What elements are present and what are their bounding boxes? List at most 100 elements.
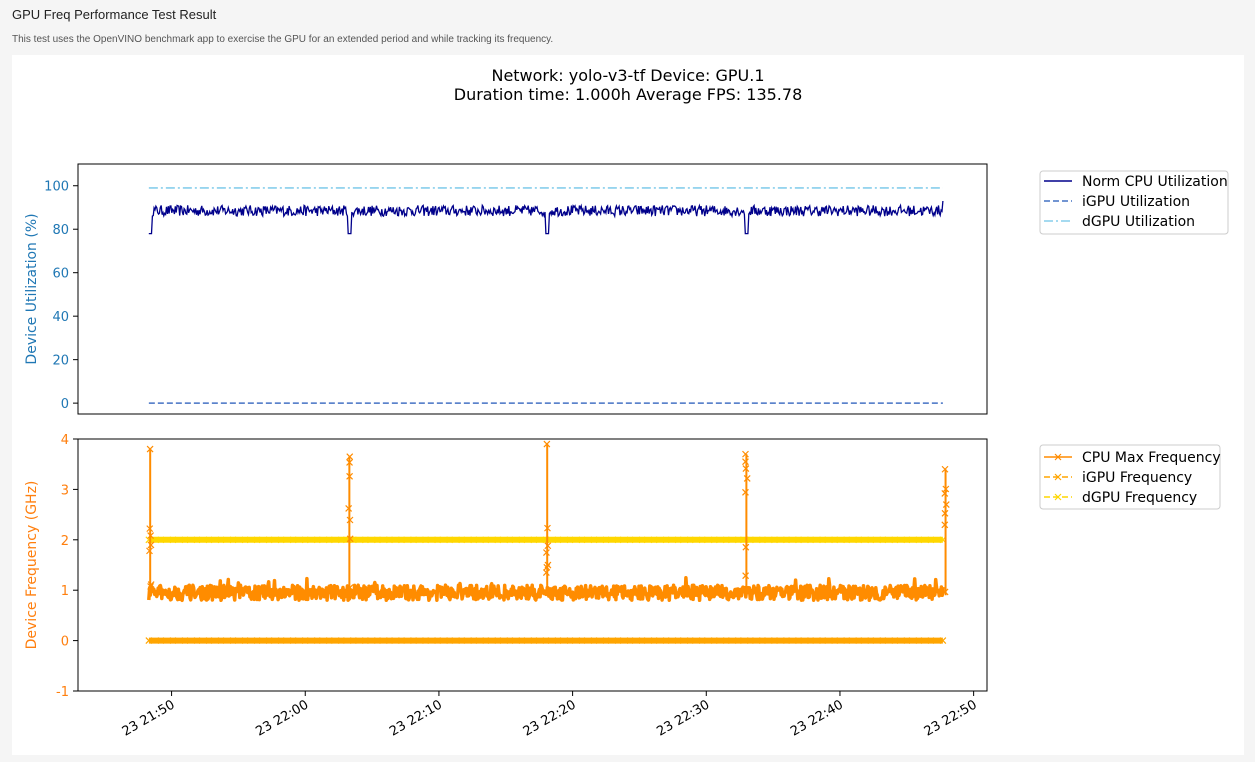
cpu-frequency-spike-marker [742, 543, 750, 551]
cpu-frequency-spike-marker [942, 485, 950, 493]
igpu-frequency-marker [458, 637, 466, 645]
cpu-frequency-spike-marker [146, 445, 154, 453]
igpu-frequency-marker [915, 637, 923, 645]
cpu-frequency-spike-marker [941, 588, 949, 596]
figure-panel: Network: yolo-v3-tf Device: GPU.1 Duratio… [12, 55, 1244, 755]
dgpu-frequency-marker [169, 536, 177, 544]
igpu-frequency-marker [566, 637, 574, 645]
xtick-label: 23 22:40 [788, 697, 846, 739]
igpu-frequency-marker [578, 637, 586, 645]
igpu-frequency-marker [253, 637, 261, 645]
igpu-frequency-marker [241, 637, 249, 645]
dgpu-frequency-marker [843, 536, 851, 544]
igpu-frequency-marker [662, 637, 670, 645]
igpu-frequency-marker [614, 637, 622, 645]
cpu-frequency-spike-marker [146, 547, 153, 555]
cpu-frequency-spike-marker [941, 521, 949, 529]
dgpu-frequency-marker [831, 536, 839, 544]
dgpu-frequency-marker [361, 536, 369, 544]
norm-cpu-utilization-line [148, 200, 944, 235]
cpu-frequency-spike-marker [147, 532, 155, 540]
dgpu-frequency-marker [795, 536, 802, 544]
cpu-frequency-spike-marker [346, 472, 354, 480]
cpu-frequency-spike-marker [147, 581, 155, 589]
dgpu-frequency-markers [145, 536, 947, 544]
igpu-frequency-marker [217, 637, 225, 645]
dgpu-frequency-marker [614, 536, 622, 544]
igpu-frequency-marker [313, 637, 321, 645]
igpu-frequency-marker [229, 637, 237, 645]
dgpu-frequency-marker [253, 536, 261, 544]
dgpu-frequency-marker [771, 536, 778, 544]
igpu-frequency-marker [674, 637, 682, 645]
dgpu-frequency-marker [879, 536, 887, 544]
dgpu-frequency-marker [398, 536, 405, 544]
igpu-frequency-marker [710, 637, 718, 645]
igpu-frequency-marker [265, 637, 273, 645]
bottom-ytick-label: 4 [61, 433, 69, 448]
igpu-frequency-marker [590, 637, 598, 645]
dgpu-frequency-marker [289, 536, 297, 544]
dgpu-frequency-marker [422, 536, 429, 544]
cpu-frequency-spike-marker [543, 549, 550, 556]
dgpu-frequency-marker [698, 536, 706, 544]
igpu-frequency-marker [722, 637, 730, 645]
igpu-frequency-marker [638, 637, 646, 645]
igpu-frequency-marker [542, 637, 550, 645]
igpu-frequency-marker [277, 637, 285, 645]
igpu-frequency-marker [301, 637, 309, 645]
top-ytick-label: 20 [52, 354, 69, 369]
dgpu-frequency-marker [566, 536, 574, 544]
top-ytick-label: 0 [61, 397, 69, 412]
igpu-frequency-marker [771, 637, 778, 645]
dgpu-frequency-marker [626, 536, 634, 544]
cpu-frequency-spike-marker [345, 505, 353, 512]
igpu-frequency-marker [361, 637, 369, 645]
igpu-frequency-marker [157, 637, 165, 645]
bottom-legend-label: CPU Max Frequency [1082, 450, 1221, 466]
dgpu-frequency-marker [325, 536, 333, 544]
igpu-frequency-marker [422, 637, 429, 645]
igpu-frequency-marker [434, 637, 442, 645]
dgpu-frequency-marker [746, 536, 754, 544]
igpu-frequency-marker [398, 637, 405, 645]
igpu-frequency-marker [518, 637, 526, 645]
cpu-frequency-spike-marker [742, 488, 749, 496]
igpu-frequency-marker [939, 637, 947, 645]
igpu-frequency-marker [349, 637, 357, 645]
bottom-legend-marker [1054, 493, 1062, 501]
top-ytick-label: 80 [52, 223, 69, 238]
bottom-legend-box [1039, 444, 1221, 510]
dgpu-frequency-marker [807, 536, 814, 544]
xtick-label: 23 21:50 [120, 697, 178, 739]
igpu-frequency-marker [482, 637, 490, 645]
cpu-frequency-spike-marker [147, 583, 155, 590]
dgpu-frequency-marker [181, 536, 189, 544]
dgpu-frequency-marker [867, 536, 875, 544]
dgpu-frequency-marker [337, 536, 345, 544]
cpu-frequency-spike-marker [742, 458, 749, 466]
chart-figure: Network: yolo-v3-tf Device: GPU.1Duratio… [24, 66, 1229, 740]
top-legend-box [1039, 170, 1229, 235]
cpu-frequency-spike-marker [742, 572, 750, 580]
igpu-frequency-marker [927, 637, 935, 645]
xtick-label: 23 22:00 [253, 697, 311, 739]
dgpu-frequency-marker [301, 536, 309, 544]
dgpu-frequency-marker [915, 536, 923, 544]
cpu-frequency-spike-marker [542, 569, 550, 577]
cpu-frequency-spike-marker [742, 450, 749, 458]
dgpu-frequency-marker [855, 536, 863, 544]
igpu-frequency-marker [795, 637, 802, 645]
igpu-frequency-marker [819, 637, 827, 645]
dgpu-frequency-marker [722, 536, 730, 544]
bottom-legend-label: iGPU Frequency [1082, 470, 1192, 486]
igpu-frequency-marker [758, 637, 766, 645]
igpu-frequency-marker [734, 637, 742, 645]
igpu-frequency-marker [193, 637, 201, 645]
dgpu-frequency-marker [518, 536, 526, 544]
dgpu-frequency-marker [903, 536, 911, 544]
dgpu-frequency-marker [758, 536, 766, 544]
dgpu-frequency-marker [265, 536, 273, 544]
cpu-frequency-spike-marker [346, 516, 354, 524]
igpu-frequency-marker [181, 637, 189, 645]
